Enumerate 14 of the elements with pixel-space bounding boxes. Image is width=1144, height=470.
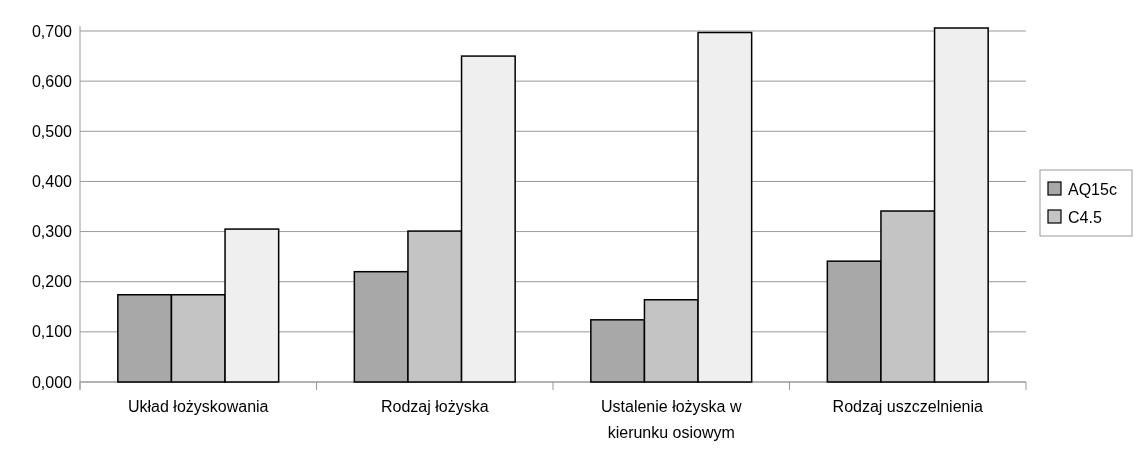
legend-label: C4.5 (1068, 208, 1102, 226)
y-tick-label: 0,500 (31, 122, 73, 140)
x-tick-label: Ustalenie łożyska w kierunku osiowym (601, 398, 742, 441)
y-tick-label: 0,100 (31, 323, 73, 341)
x-tick-label: Rodzaj uszczelnienia (832, 398, 983, 415)
x-tick-label: Układ łożyskowania (127, 398, 269, 415)
y-tick-label: 0,300 (31, 223, 73, 241)
legend-label: AQ15c (1068, 180, 1117, 198)
y-tick-label: 0,000 (31, 373, 73, 391)
y-tick-label: 0,200 (31, 273, 73, 291)
y-tick-label: 0,700 (31, 22, 73, 40)
y-tick-label: 0,600 (31, 72, 73, 90)
x-tick-label: Rodzaj łożyska (380, 398, 489, 415)
y-tick-label: 0,400 (31, 173, 73, 191)
